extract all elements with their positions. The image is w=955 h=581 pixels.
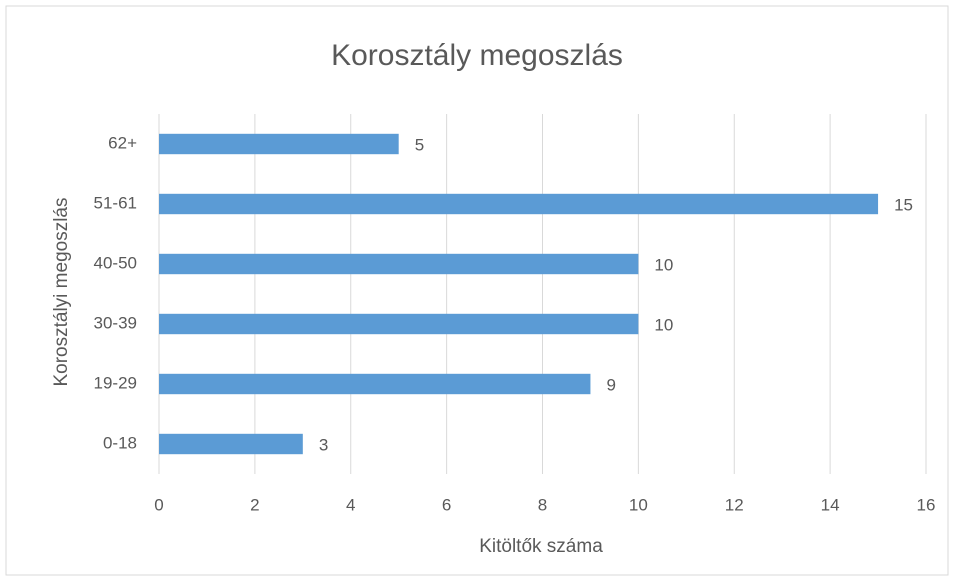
y-tick-label: 30-39 <box>94 313 137 332</box>
bar <box>159 373 591 395</box>
y-axis-label: Korosztályi megoszlás <box>51 197 72 386</box>
chart-border <box>5 5 949 576</box>
x-tick-label: 14 <box>821 495 840 514</box>
bar <box>159 433 303 455</box>
x-tick-label: 6 <box>442 495 451 514</box>
data-label: 5 <box>415 135 424 154</box>
data-label: 10 <box>654 255 673 274</box>
y-tick-label: 19-29 <box>94 373 137 392</box>
chart-title: Korosztály megoszlás <box>331 39 623 72</box>
x-tick-label: 12 <box>725 495 744 514</box>
data-label: 3 <box>319 435 328 454</box>
y-tick-label: 0-18 <box>103 433 137 452</box>
bar <box>159 253 639 275</box>
bar <box>159 313 639 335</box>
data-label: 15 <box>894 195 913 214</box>
y-tick-label: 62+ <box>108 133 137 152</box>
x-axis-label: Kitöltők száma <box>479 536 603 557</box>
x-tick-label: 16 <box>917 495 936 514</box>
x-tick-label: 10 <box>629 495 648 514</box>
bar <box>159 133 399 155</box>
bar <box>159 193 879 215</box>
y-tick-label: 51-61 <box>94 193 137 212</box>
x-tick-label: 4 <box>346 495 355 514</box>
data-label: 9 <box>606 375 615 394</box>
x-tick-label: 2 <box>250 495 259 514</box>
y-tick-label: 40-50 <box>94 253 137 272</box>
x-tick-label: 8 <box>538 495 547 514</box>
x-tick-label: 0 <box>154 495 163 514</box>
data-label: 10 <box>654 315 673 334</box>
